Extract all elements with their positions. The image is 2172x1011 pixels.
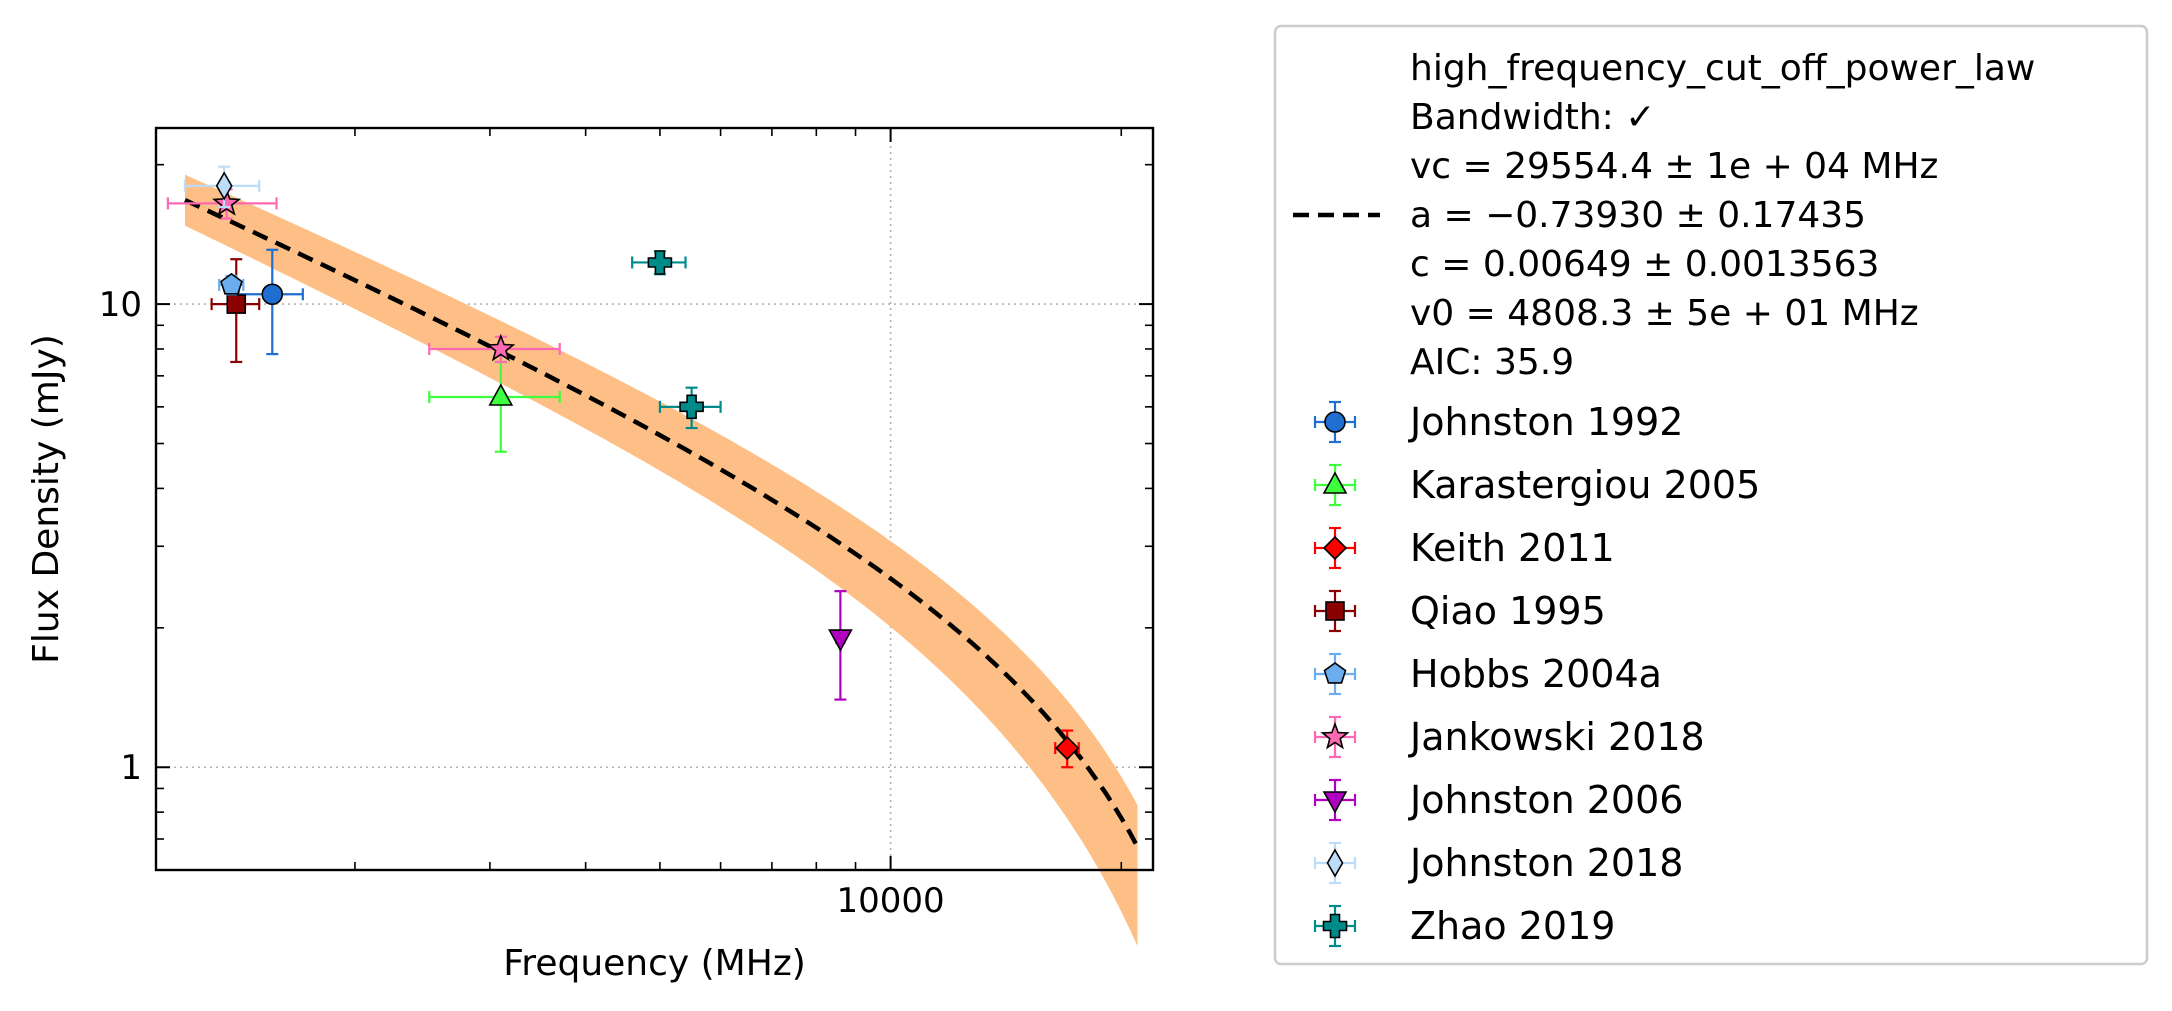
legend-entry-marker	[1322, 535, 1348, 561]
data-point-marker	[1055, 735, 1080, 761]
legend-entry-marker	[1324, 411, 1346, 433]
legend-entry-marker	[1322, 471, 1348, 494]
data-point-marker	[220, 272, 243, 295]
series-keith-2011	[1054, 729, 1080, 769]
legend-fit-text-line: AIC: 35.9	[1410, 342, 1574, 383]
legend-fit-text-line: a = −0.73930 ± 0.17435	[1410, 195, 1866, 236]
data-point-marker	[488, 383, 514, 406]
axis-ticks: 10000 1 10	[99, 128, 1153, 921]
legend-entry-label: Jankowski 2018	[1408, 715, 1705, 759]
y-axis-label: Flux Density (mJy)	[26, 334, 67, 664]
y-tick-label: 1	[120, 748, 142, 788]
fit-uncertainty-band	[185, 174, 1138, 947]
grid-lines	[156, 128, 1153, 870]
data-points	[166, 165, 1080, 769]
fit-band	[185, 174, 1138, 947]
y-tick-label: 10	[99, 285, 142, 325]
legend-entry-label: Qiao 1995	[1410, 589, 1606, 633]
data-point-marker	[226, 294, 247, 314]
data-point-marker	[828, 629, 853, 652]
data-point-marker	[261, 283, 284, 306]
series-zhao-2019	[631, 250, 722, 430]
legend-fit-text-line: v0 = 4808.3 ± 5e + 01 MHz	[1410, 293, 1919, 334]
series-johnston-1992	[237, 248, 304, 356]
legend-entry-marker	[1326, 848, 1344, 878]
data-point-marker	[215, 171, 233, 201]
legend-entry-label: Johnston 2006	[1408, 778, 1683, 822]
x-axis-label: Frequency (MHz)	[503, 943, 806, 984]
legend-entry-marker	[1323, 662, 1347, 684]
legend-fit-text-line: high_frequency_cut_off_power_law	[1410, 48, 2035, 89]
series-jankowski-2018	[166, 188, 561, 364]
legend-entry-marker	[1322, 913, 1348, 939]
series-karastergiou-2005	[428, 360, 561, 453]
legend-entry-label: Keith 2011	[1410, 526, 1615, 570]
fit-curve-layer	[184, 198, 1140, 848]
series-qiao-1995	[210, 258, 261, 364]
series-johnston-2006	[828, 590, 853, 701]
legend-entry-label: Zhao 2019	[1410, 904, 1615, 948]
legend-entry-marker	[1320, 721, 1350, 750]
series-hobbs-2004a	[218, 272, 245, 296]
data-point-marker	[679, 394, 704, 420]
legend-entry-marker	[1322, 791, 1348, 814]
legend: high_frequency_cut_off_power_law Bandwidt…	[1273, 24, 2149, 966]
legend-fit-text-line: Bandwidth: ✓	[1410, 97, 1655, 138]
legend-fit-text-line: vc = 29554.4 ± 1e + 04 MHz	[1410, 146, 1938, 187]
fit-curve	[184, 198, 1140, 848]
data-point-marker	[486, 333, 516, 362]
series-johnston-2018	[183, 165, 261, 209]
axes-frame	[154, 126, 1155, 872]
legend-entry-marker	[1325, 601, 1345, 621]
legend-frame	[1273, 24, 2149, 966]
legend-entry-label: Hobbs 2004a	[1410, 652, 1662, 696]
legend-fit-text-line: c = 0.00649 ± 0.0013563	[1410, 244, 1879, 285]
error-bar	[428, 360, 561, 453]
x-tick-label: 10000	[837, 881, 945, 921]
data-point-marker	[647, 250, 673, 275]
legend-entry-label: Johnston 2018	[1408, 841, 1683, 885]
legend-entry-label: Johnston 1992	[1408, 400, 1683, 444]
data-point-marker	[212, 188, 242, 216]
legend-entry-label: Karastergiou 2005	[1410, 463, 1760, 507]
legend-items: high_frequency_cut_off_power_law Bandwidt…	[1293, 48, 2035, 948]
